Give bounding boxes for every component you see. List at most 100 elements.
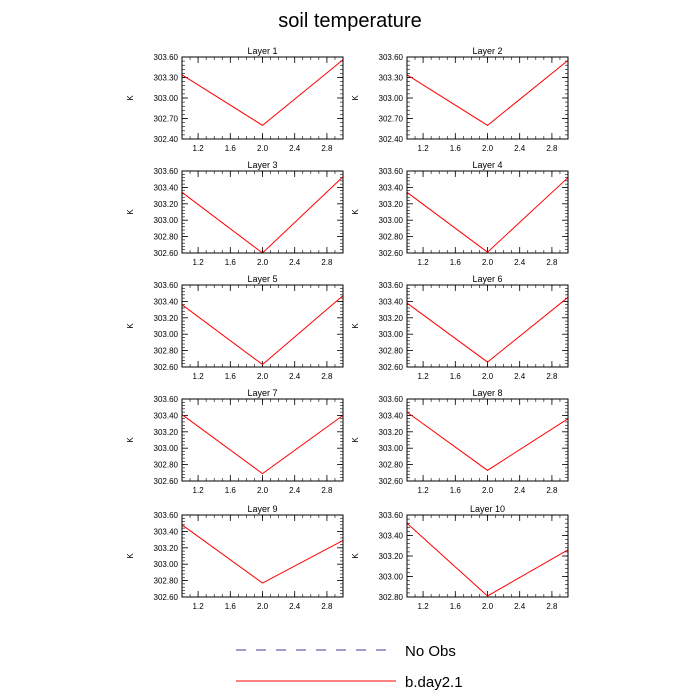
- x-tick-label: 1.6: [450, 144, 462, 153]
- y-tick-label: 303.20: [154, 544, 179, 553]
- series-line-b-day2-1: [181, 176, 344, 254]
- y-tick-label: 302.60: [154, 477, 179, 486]
- y-axis-label: K: [351, 553, 360, 559]
- y-tick-label: 302.80: [379, 593, 404, 602]
- x-tick-label: 2.0: [482, 602, 494, 611]
- panel-layer-4: Layer 4 302.60 302.80 303.00 303.20 303.40 303…: [351, 160, 569, 267]
- plot-frame: [406, 284, 569, 368]
- y-tick-label: 303.20: [379, 200, 404, 209]
- plot-frame: [406, 514, 569, 598]
- legend-label: No Obs: [405, 643, 456, 660]
- plot-frame: [181, 284, 344, 368]
- y-tick-label: 303.00: [379, 444, 404, 453]
- y-tick-label: 302.80: [154, 233, 179, 242]
- y-tick-label: 303.60: [379, 167, 404, 176]
- y-tick-label: 302.60: [379, 249, 404, 258]
- y-tick-label: 302.40: [154, 135, 179, 144]
- panel-title: Layer 6: [472, 274, 502, 284]
- panel-title: Layer 8: [472, 388, 502, 398]
- legend-item: b.day2.1: [236, 674, 463, 691]
- y-axis-label: K: [126, 209, 135, 215]
- plot-frame: [406, 398, 569, 482]
- panel-layer-10: Layer 10 302.80 303.00 303.20 303.40 303.60 1.…: [351, 504, 569, 611]
- series-line-b-day2-1: [406, 411, 569, 471]
- panel-layer-3: Layer 3 302.60 302.80 303.00 303.20 303.40 303…: [126, 160, 344, 267]
- y-tick-label: 303.00: [379, 94, 404, 103]
- y-tick-label: 302.60: [154, 363, 179, 372]
- series-line-b-day2-1: [181, 59, 344, 126]
- x-tick-label: 1.2: [193, 486, 205, 495]
- panel-title: Layer 3: [247, 160, 277, 170]
- panel-layer-9: Layer 9 302.60 302.80 303.00 303.20 303.40 303…: [126, 504, 344, 611]
- x-tick-label: 1.2: [418, 602, 430, 611]
- y-tick-label: 302.60: [154, 249, 179, 258]
- y-tick-label: 303.00: [154, 444, 179, 453]
- legend-item: No Obs: [236, 643, 456, 660]
- y-tick-label: 303.00: [379, 216, 404, 225]
- x-tick-label: 1.6: [450, 486, 462, 495]
- panel-title: Layer 2: [472, 46, 502, 56]
- x-tick-label: 2.8: [321, 602, 333, 611]
- x-tick-label: 1.2: [193, 144, 205, 153]
- plot-frame: [406, 170, 569, 254]
- y-tick-label: 303.30: [379, 74, 404, 83]
- y-tick-label: 303.60: [154, 281, 179, 290]
- y-tick-label: 303.60: [379, 53, 404, 62]
- y-tick-label: 303.00: [379, 573, 404, 582]
- y-tick-label: 303.40: [379, 532, 404, 541]
- x-tick-label: 1.2: [418, 486, 430, 495]
- panel-title: Layer 5: [247, 274, 277, 284]
- panel-layer-6: Layer 6 302.60 302.80 303.00 303.20 303.40 303…: [351, 274, 569, 381]
- x-tick-label: 2.4: [514, 602, 526, 611]
- series-line-b-day2-1: [406, 522, 569, 597]
- y-axis-label: K: [351, 95, 360, 101]
- y-tick-label: 302.60: [154, 593, 179, 602]
- plot-frame: [181, 398, 344, 482]
- y-tick-label: 303.30: [154, 74, 179, 83]
- x-tick-label: 1.6: [225, 258, 237, 267]
- y-tick-label: 303.40: [154, 297, 179, 306]
- panel-layer-1: Layer 1 302.40 302.70 303.00 303.30 303.60 1.2…: [126, 46, 344, 153]
- panel-layer-7: Layer 7 302.60 302.80 303.00 303.20 303.40 303…: [126, 388, 344, 495]
- x-tick-label: 2.4: [514, 144, 526, 153]
- x-tick-label: 2.0: [257, 372, 269, 381]
- y-tick-label: 303.60: [379, 395, 404, 404]
- x-tick-label: 2.4: [514, 486, 526, 495]
- y-tick-label: 303.60: [154, 53, 179, 62]
- x-tick-label: 2.4: [289, 486, 301, 495]
- y-axis-label: K: [351, 437, 360, 443]
- x-tick-label: 2.8: [546, 602, 558, 611]
- x-tick-label: 2.0: [257, 602, 269, 611]
- y-tick-label: 303.00: [154, 330, 179, 339]
- x-tick-label: 2.8: [321, 144, 333, 153]
- y-tick-label: 302.70: [379, 115, 404, 124]
- y-tick-label: 303.40: [379, 297, 404, 306]
- x-tick-label: 2.0: [257, 258, 269, 267]
- x-tick-label: 2.4: [289, 372, 301, 381]
- x-tick-label: 2.0: [257, 144, 269, 153]
- y-tick-label: 303.00: [154, 94, 179, 103]
- y-tick-label: 303.00: [154, 216, 179, 225]
- panel-layer-8: Layer 8 302.60 302.80 303.00 303.20 303.40 303…: [351, 388, 569, 495]
- x-tick-label: 1.6: [450, 372, 462, 381]
- x-tick-label: 1.2: [418, 144, 430, 153]
- y-tick-label: 303.60: [379, 281, 404, 290]
- x-tick-label: 1.2: [193, 258, 205, 267]
- x-tick-label: 1.6: [450, 602, 462, 611]
- x-tick-label: 1.6: [225, 372, 237, 381]
- panel-layer-2: Layer 2 302.40 302.70 303.00 303.30 303.60 1.2…: [351, 46, 569, 153]
- panel-title: Layer 9: [247, 504, 277, 514]
- x-tick-label: 1.6: [225, 486, 237, 495]
- plot-frame: [406, 56, 569, 140]
- y-tick-label: 303.60: [154, 395, 179, 404]
- y-tick-label: 303.40: [154, 411, 179, 420]
- series-line-b-day2-1: [181, 414, 344, 475]
- x-tick-label: 2.8: [321, 372, 333, 381]
- figure-title: soil temperature: [278, 10, 421, 32]
- legend: No Obs b.day2.1: [236, 643, 463, 691]
- y-tick-label: 302.40: [379, 135, 404, 144]
- x-tick-label: 2.0: [482, 144, 494, 153]
- panel-title: Layer 7: [247, 388, 277, 398]
- y-tick-label: 303.40: [154, 183, 179, 192]
- x-tick-label: 2.4: [289, 144, 301, 153]
